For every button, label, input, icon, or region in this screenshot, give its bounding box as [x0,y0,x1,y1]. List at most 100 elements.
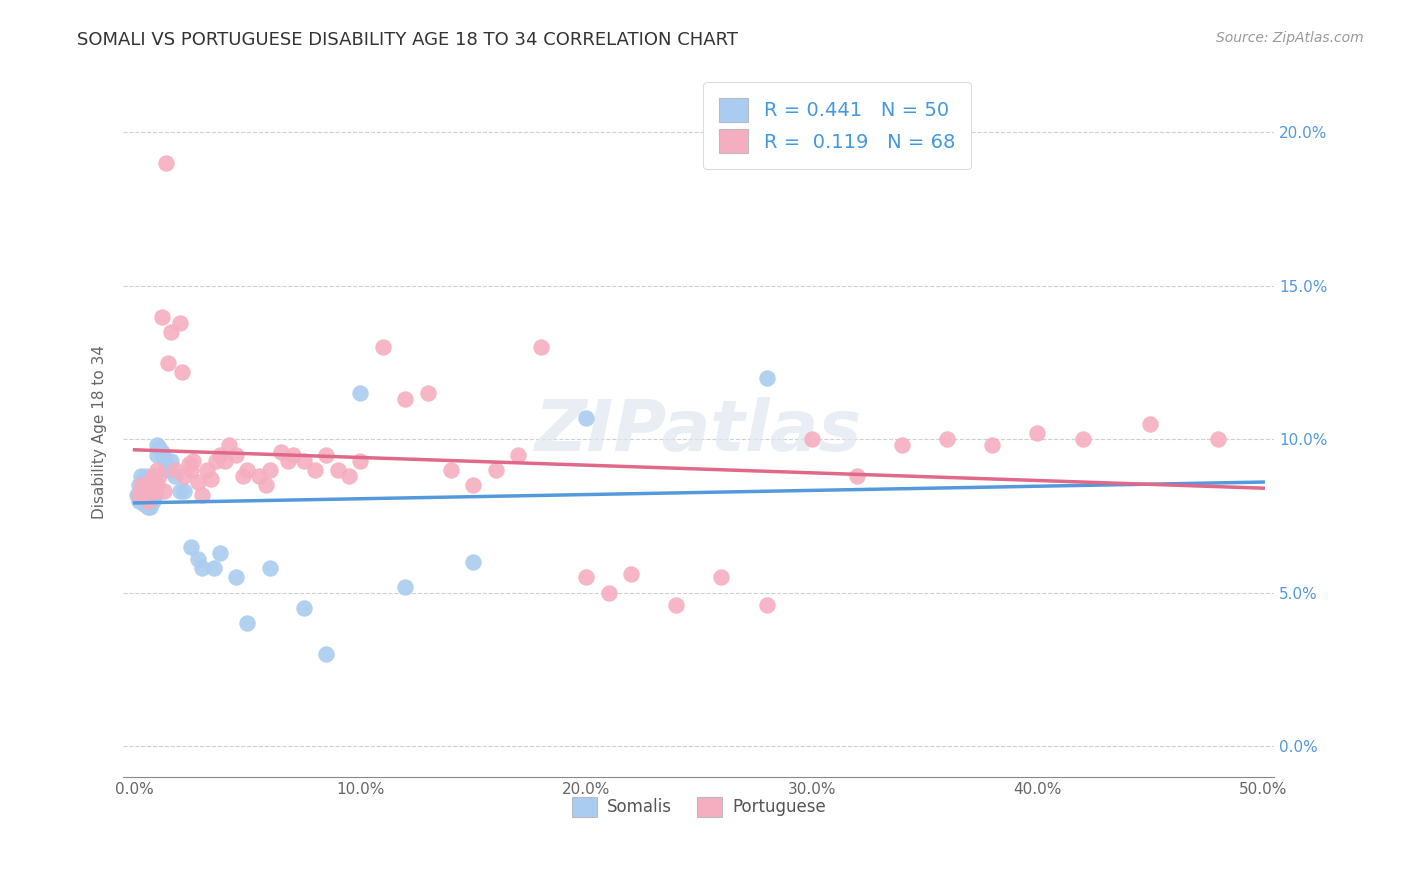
Point [153,484,176,499]
Point [146,438,169,452]
Point [150,310,173,324]
Point [575,410,598,425]
Point [1071,432,1094,446]
Point [135,487,157,501]
Point [187,475,209,490]
Point [315,647,337,661]
Point [463,555,485,569]
Point [143,487,166,501]
Point [800,432,823,446]
Point [136,491,159,505]
Point [165,463,187,477]
Point [1206,432,1229,446]
Point [981,438,1004,452]
Point [165,469,187,483]
Point [157,463,180,477]
Point [135,484,157,499]
Text: Source: ZipAtlas.com: Source: ZipAtlas.com [1216,31,1364,45]
Point [326,463,349,477]
Point [394,580,416,594]
Point [135,475,157,490]
Point [191,487,214,501]
Point [209,448,232,462]
Point [394,392,416,407]
Point [349,454,371,468]
Point [214,454,236,468]
Point [139,475,162,490]
Point [270,444,292,458]
Point [143,475,166,490]
Point [148,442,170,456]
Point [139,500,162,514]
Point [155,457,177,471]
Point [146,478,169,492]
Point [236,616,259,631]
Text: ZIPatlas: ZIPatlas [536,397,863,467]
Point [202,561,225,575]
Point [131,475,153,490]
Point [292,601,315,615]
Point [139,487,162,501]
Point [142,469,165,483]
Y-axis label: Disability Age 18 to 34: Disability Age 18 to 34 [93,344,107,518]
Point [128,487,150,501]
Point [169,316,191,330]
Point [142,482,165,496]
Point [416,386,439,401]
Text: SOMALI VS PORTUGUESE DISABILITY AGE 18 TO 34 CORRELATION CHART: SOMALI VS PORTUGUESE DISABILITY AGE 18 T… [77,31,738,49]
Point [180,463,202,477]
Point [146,448,169,462]
Point [143,484,166,499]
Point [236,463,259,477]
Point [155,156,177,170]
Point [755,371,778,385]
Point [146,463,169,477]
Point [132,491,155,505]
Point [139,475,162,490]
Point [254,478,277,492]
Point [1139,417,1161,431]
Point [125,487,148,501]
Point [128,478,150,492]
Point [159,454,181,468]
Point [665,598,688,612]
Point [136,482,159,496]
Point [371,340,394,354]
Point [135,469,157,483]
Point [131,469,153,483]
Point [191,561,214,575]
Point [128,493,150,508]
Point [200,472,222,486]
Point [187,552,209,566]
Point [439,463,461,477]
Point [209,546,232,560]
Point [173,484,195,499]
Point [170,365,193,379]
Point [530,340,553,354]
Point [232,469,254,483]
Point [136,493,159,508]
Point [259,561,281,575]
Point [845,469,868,483]
Point [1026,426,1049,441]
Point [620,567,643,582]
Point [315,448,337,462]
Point [755,598,778,612]
Point [132,478,155,492]
Point [135,493,157,508]
Point [598,585,620,599]
Legend: Somalis, Portuguese: Somalis, Portuguese [565,790,832,824]
Point [259,463,281,477]
Point [485,463,508,477]
Point [936,432,959,446]
Point [181,454,204,468]
Point [349,386,371,401]
Point [159,325,181,339]
Point [131,484,153,499]
Point [891,438,914,452]
Point [180,540,202,554]
Point [277,454,299,468]
Point [225,570,247,584]
Point [132,484,155,499]
Point [173,469,195,483]
